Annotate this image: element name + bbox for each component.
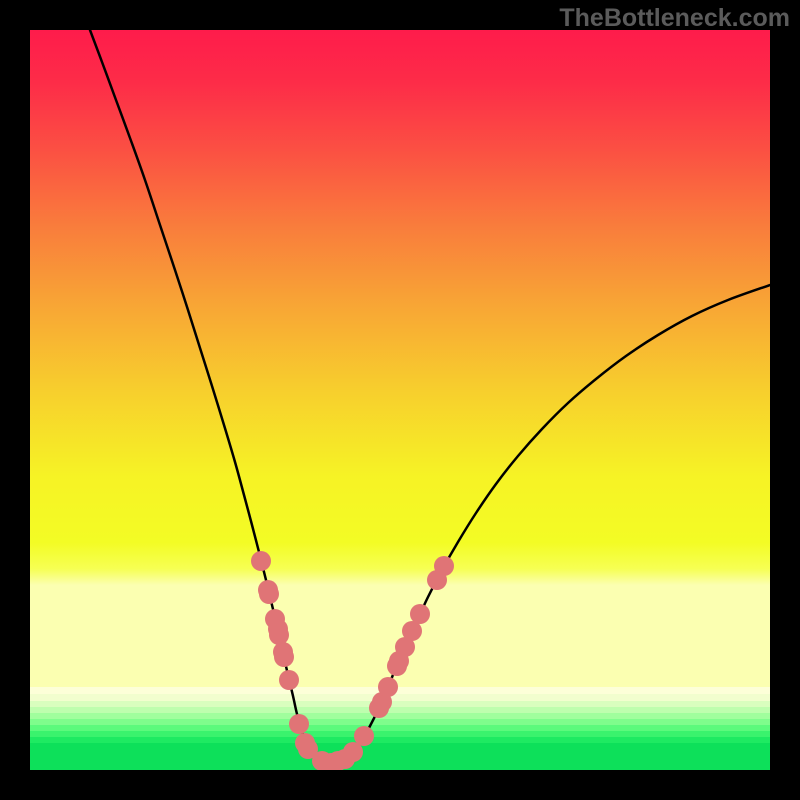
data-point-marker <box>410 604 430 624</box>
data-point-marker <box>289 714 309 734</box>
data-point-marker <box>274 647 294 667</box>
data-point-marker <box>269 625 289 645</box>
watermark-text: TheBottleneck.com <box>559 4 790 33</box>
data-point-marker <box>354 726 374 746</box>
data-point-marker <box>279 670 299 690</box>
plot-area <box>30 30 770 770</box>
data-point-marker <box>434 556 454 576</box>
curves-layer <box>30 30 770 770</box>
data-point-marker <box>402 621 422 641</box>
data-point-marker <box>378 677 398 697</box>
data-point-marker <box>251 551 271 571</box>
data-point-marker <box>259 584 279 604</box>
